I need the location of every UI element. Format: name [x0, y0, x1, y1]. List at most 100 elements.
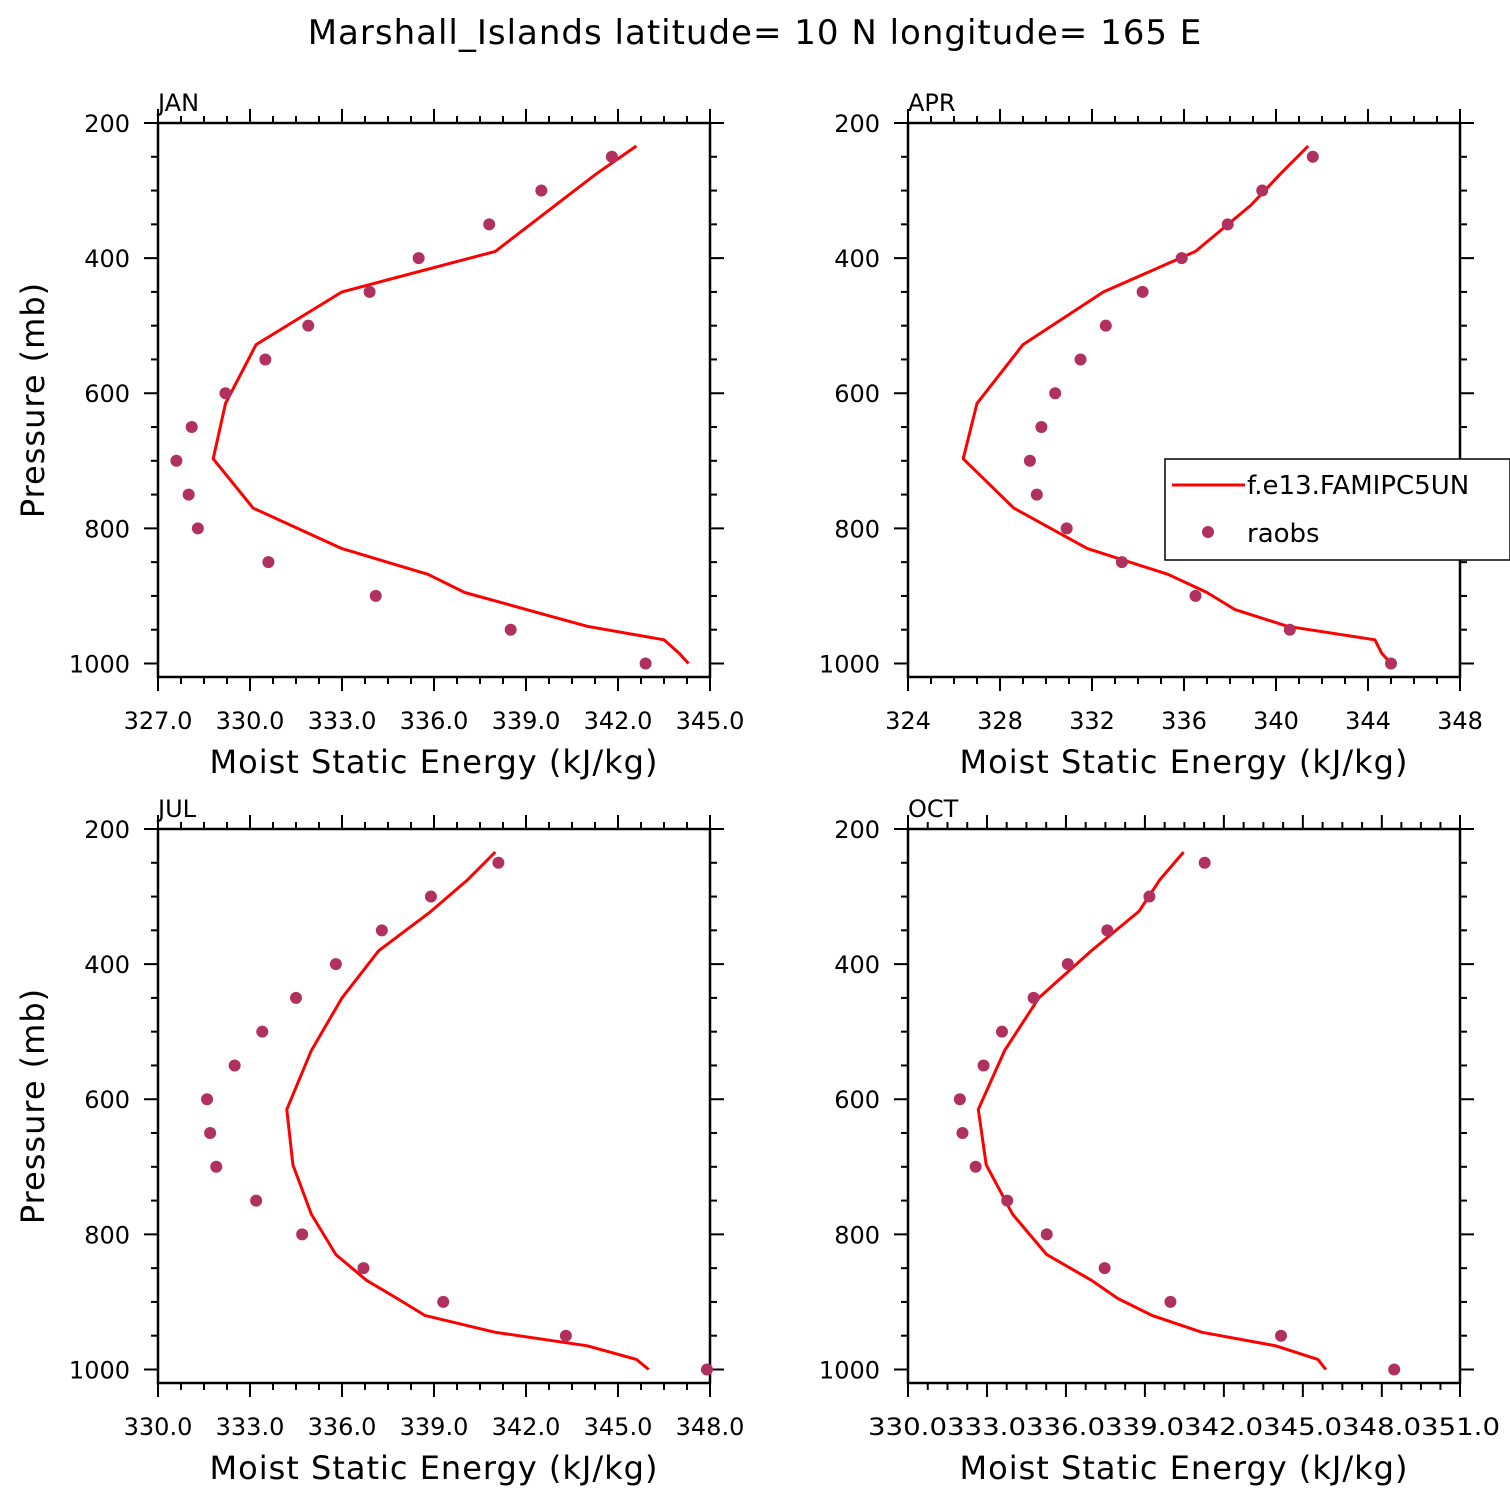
obs-point [1030, 488, 1043, 501]
obs-point [1283, 623, 1296, 636]
obs-point [1040, 1228, 1053, 1241]
obs-point [185, 421, 198, 434]
x-tick-labels: 330.0333.0336.0339.0342.0345.0348.0351.0 [868, 1413, 1500, 1441]
obs-point [259, 353, 272, 366]
legend-obs-label: raobs [1247, 519, 1320, 549]
obs-point [424, 890, 437, 903]
obs-point [1035, 421, 1048, 434]
obs-point [363, 285, 376, 298]
obs-point [639, 657, 652, 670]
model-line [211, 144, 690, 665]
obs-point [1074, 353, 1087, 366]
obs-point [437, 1295, 450, 1308]
obs-point [228, 1059, 241, 1072]
panel-label: JAN [156, 89, 199, 117]
obs-point [1221, 218, 1234, 231]
obs-point [1198, 856, 1211, 869]
model-line [961, 144, 1393, 665]
obs-point [1275, 1329, 1288, 1342]
obs-point [1027, 991, 1040, 1004]
x-tick-label: 333.0 [216, 1413, 285, 1441]
obs-point [1099, 319, 1112, 332]
y-tick-label: 400 [84, 951, 130, 979]
obs-point [210, 1160, 223, 1173]
y-axis-title: Pressure (mb) [14, 988, 52, 1224]
y-tick-label: 400 [834, 245, 880, 273]
obs-point [302, 319, 315, 332]
x-tick-label: 333.0 [308, 707, 377, 735]
model-line [285, 850, 650, 1371]
y-tick-label: 200 [834, 110, 880, 138]
y-tick-label: 800 [834, 1221, 880, 1249]
panel-label: OCT [908, 795, 959, 823]
x-tick-label: 336.0 [308, 1413, 377, 1441]
obs-point [1061, 958, 1074, 971]
model-line [976, 851, 1327, 1371]
x-tick-label: 336 [1161, 707, 1207, 735]
obs-point [504, 623, 517, 636]
panel-jan: JAN 200 400 600 800 1000 327.0 330.0 333.0 336.0 3… [14, 89, 744, 781]
obs-point [956, 1127, 969, 1140]
plot-frame [156, 121, 712, 679]
obs-point [357, 1262, 370, 1275]
y-tick-label: 200 [834, 816, 880, 844]
obs-point [969, 1160, 982, 1173]
x-tick-label: 336.0 [400, 707, 469, 735]
x-tick-label: 342.0 [584, 707, 653, 735]
obs-point [1164, 1295, 1177, 1308]
x-tick-label: 345.0 [676, 707, 745, 735]
panel-label: APR [908, 89, 956, 117]
x-tick-label: 328 [977, 707, 1023, 735]
x-tick-label: 330.0 [216, 707, 285, 735]
y-tick-label: 800 [84, 515, 130, 543]
x-tick-label: 324 [885, 707, 931, 735]
x-tick-label: 332 [1069, 707, 1115, 735]
legend-box [1164, 458, 1510, 561]
obs-point [700, 1363, 713, 1376]
x-tick-label: 348 [1437, 707, 1483, 735]
x-tick-label: 339.0 [492, 707, 561, 735]
obs-point [535, 184, 548, 197]
obs-point [605, 150, 618, 163]
obs-point [219, 387, 232, 400]
obs-point [483, 218, 496, 231]
x-axis-title: Moist Static Energy (kJ/kg) [960, 743, 1409, 781]
obs-point [375, 924, 388, 937]
legend-obs-swatch [1202, 526, 1214, 538]
obs-point [191, 522, 204, 535]
obs-point [290, 991, 302, 1004]
obs-point [201, 1093, 214, 1106]
y-tick-label: 1000 [819, 1356, 880, 1384]
obs-point [492, 856, 505, 869]
obs-point [296, 1228, 309, 1241]
obs-point [1136, 285, 1149, 298]
obs-point [256, 1025, 269, 1038]
obs-point [182, 488, 195, 501]
obs-point [170, 454, 183, 467]
obs-point [262, 556, 275, 569]
obs-point [1101, 924, 1114, 937]
obs-point [953, 1093, 966, 1106]
obs-point [329, 958, 342, 971]
obs-point [1385, 657, 1397, 670]
obs-point [1115, 556, 1128, 569]
panel-oct: OCT 200 400 600 800 1000 330.0333.0336.0339.03… [819, 795, 1500, 1487]
obs-point [1256, 184, 1269, 197]
x-tick-label: 342.0 [492, 1413, 561, 1441]
figure-title: Marshall_Islands latitude= 10 N longitud… [308, 13, 1203, 53]
y-tick-label: 400 [834, 951, 880, 979]
obs-point [1388, 1363, 1401, 1376]
obs-point [412, 252, 425, 265]
panel-jul: JUL 200 400 600 800 1000 330.0 333.0 336.0 339.0 3… [14, 795, 744, 1487]
obs-point [1306, 150, 1319, 163]
obs-point [1049, 387, 1062, 400]
obs-point [977, 1059, 990, 1072]
x-tick-label: 327.0 [124, 707, 193, 735]
y-tick-label: 800 [834, 515, 880, 543]
x-tick-label: 348.0 [676, 1413, 745, 1441]
obs-point [1175, 252, 1188, 265]
obs-point [1098, 1262, 1111, 1275]
obs-point [369, 589, 382, 602]
